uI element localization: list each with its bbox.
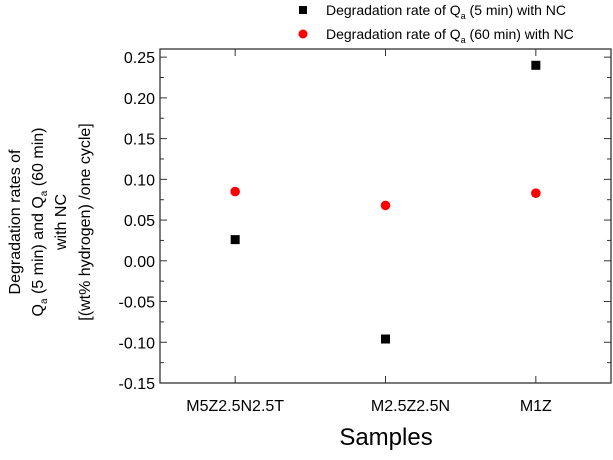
data-point-square [381, 334, 390, 344]
legend-label: Degradation rate of Qa (60 min) with NC [326, 26, 574, 45]
y-tick-label: 0.00 [124, 254, 155, 271]
y-tick-label: 0.05 [124, 213, 155, 230]
legend-marker-square [299, 6, 307, 14]
y-axis-label-line4: [(wt% hydrogen) /one cycle] [77, 123, 94, 320]
legend: Degradation rate of Qa (5 min) with NC De… [298, 2, 574, 45]
x-tick-label: M5Z2.5N2.5T [186, 398, 284, 415]
axes: -0.15 -0.10 -0.05 0.00 0.05 0.10 0.15 0.20 0.25 M… [119, 48, 612, 415]
y-tick-label: 0.25 [124, 50, 155, 67]
plot-frame [159, 48, 612, 384]
y-tick-label: -0.15 [119, 376, 156, 393]
x-tick-label: M2.5Z2.5N [371, 398, 450, 415]
y-tick-label: -0.10 [119, 335, 156, 352]
y-axis-label-line3: with NC [53, 194, 70, 251]
data-point-circle [531, 188, 541, 198]
data-point-square [230, 235, 240, 245]
data-point-circle [380, 200, 391, 211]
y-tick-label: 0.15 [124, 132, 155, 149]
data-point-circle [230, 186, 240, 197]
y-axis-label: Degradation rates of Qa (5 min) and Qa (… [7, 123, 94, 320]
data-marks [230, 60, 541, 344]
y-tick-label: -0.05 [119, 295, 156, 312]
data-point-square [531, 60, 541, 70]
legend-label: Degradation rate of Qa (5 min) with NC [326, 2, 566, 21]
x-axis-label: Samples [339, 424, 432, 451]
y-axis-label-line2: Qa (5 min) and Qa (60 min) [30, 128, 50, 317]
legend-marker-circle [298, 29, 308, 39]
y-axis-label-line1: Degradation rates of [7, 149, 24, 295]
y-tick-label: 0.20 [124, 91, 155, 108]
y-tick-label: 0.10 [124, 172, 155, 189]
x-tick-label: M1Z [520, 398, 552, 415]
